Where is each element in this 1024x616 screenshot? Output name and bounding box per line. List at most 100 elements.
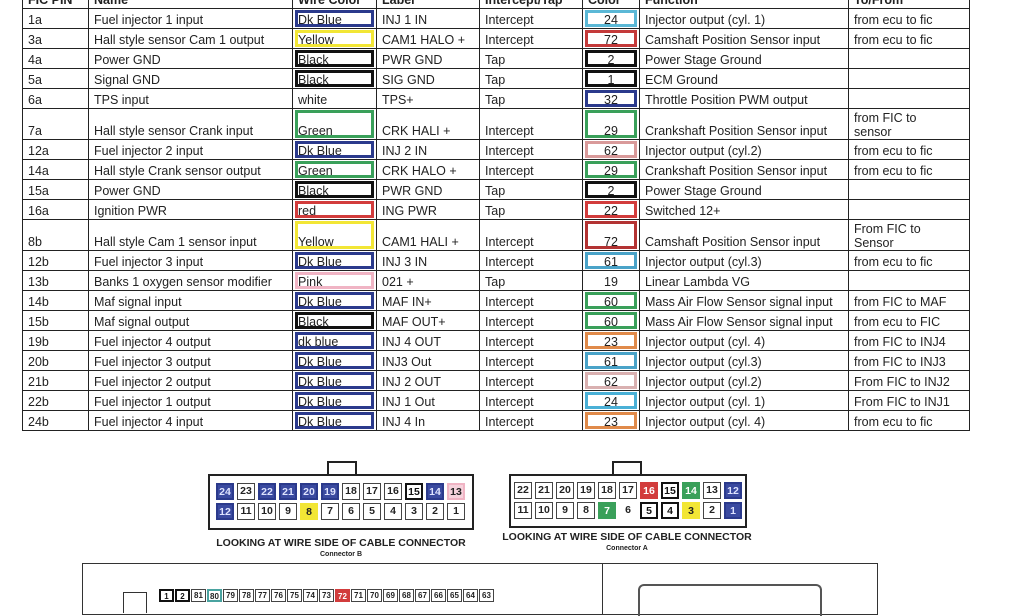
table-row: 3a Hall style sensor Cam 1 output Yellow CA… [22,28,970,49]
name-text: Power GND [94,53,161,67]
connector-pin: 16 [640,482,658,499]
connector-pin: 23 [237,483,255,500]
name-text: Maf signal output [94,315,190,329]
cell-color: 61 [582,250,640,271]
color-text: 72 [604,235,618,249]
cell-color: 1 [582,68,640,89]
name-text: Banks 1 oxygen sensor modifier [94,275,272,289]
cell-mode: Intercept [479,108,583,140]
cell-function: Power Stage Ground [639,48,849,69]
table-row: 14b Maf signal input Dk Blue MAF IN+ Interce… [22,290,970,311]
color-text: 29 [604,164,618,178]
cell-label: CAM1 HALI + [376,219,480,251]
connector-a-caption: LOOKING AT WIRE SIDE OF CABLE CONNECTOR [502,531,752,543]
cell-label: PWR GND [376,48,480,69]
connector-pin: 2 [426,503,444,520]
cell-pin: 19b [22,330,89,351]
connector-pin: 6 [342,503,360,520]
pin-text: 13b [28,275,49,289]
connector-b-latch [327,461,357,477]
pin-text: 16a [28,204,49,218]
cell-color: 62 [582,139,640,160]
cell-mode: Tap [479,48,583,69]
cell-color: 2 [582,179,640,200]
cell-wire: Dk Blue [292,290,377,311]
pin-text: 15a [28,184,49,198]
name-text: Ignition PWR [94,204,167,218]
cell-tofrom: from FIC to sensor [848,108,970,140]
cell-name: Fuel injector 4 input [88,410,293,431]
cell-pin: 13b [22,270,89,291]
color-text: 24 [604,13,618,27]
name-text: Hall style Cam 1 sensor input [94,235,257,249]
cell-mode: Intercept [479,139,583,160]
cell-tofrom: from ecu to fic [848,410,970,431]
connector-pin: 3 [682,502,700,519]
cell-function: Injector output (cyl. 4) [639,330,849,351]
wire-text: Dk Blue [298,355,342,369]
cell-wire: Dk Blue [292,370,377,391]
cell-wire: Dk Blue [292,139,377,160]
tofrom-text: from ecu to fic [854,164,933,178]
tofrom-text: From FIC to INJ2 [854,375,950,389]
color-text: 61 [604,355,618,369]
connector-pin: 71 [351,589,366,602]
table-row: 22b Fuel injector 1 output Dk Blue INJ 1 Ou… [22,390,970,411]
name-text: Fuel injector 4 output [94,335,211,349]
mode-text: Tap [485,275,506,289]
cell-pin: 3a [22,28,89,49]
color-text: 62 [604,144,618,158]
cell-tofrom [848,179,970,200]
cell-function: Injector output (cyl. 1) [639,390,849,411]
name-text: Fuel injector 4 input [94,415,204,429]
cell-tofrom: from FIC to INJ4 [848,330,970,351]
cell-label: INJ 3 IN [376,250,480,271]
cell-function: Throttle Position PWM output [639,88,849,109]
color-text: 23 [604,335,618,349]
ecu-plug-outline [123,592,147,613]
cell-tofrom [848,68,970,89]
connector-pin: 21 [279,483,297,500]
connector-pin: 80 [207,589,222,602]
cell-pin: 20b [22,350,89,371]
table-header-row: FIC PIN Name Wire Color Label Intercept/Tap C… [22,0,970,9]
mode-text: Intercept [485,164,534,178]
function-text: Power Stage Ground [645,184,762,198]
connector-pin: 7 [321,503,339,520]
cell-name: Hall style sensor Cam 1 output [88,28,293,49]
label-text: 021 + [382,275,414,289]
label-text: SIG GND [382,73,435,87]
mode-text: Intercept [485,33,534,47]
cell-pin: 15b [22,310,89,331]
cell-label: CRK HALI + [376,108,480,140]
cell-mode: Tap [479,270,583,291]
label-text: TPS+ [382,93,414,107]
connector-b-subcaption: Connector B [320,551,362,558]
cell-pin: 16a [22,199,89,220]
connector-pin: 8 [300,503,318,520]
cell-label: CRK HALO + [376,159,480,180]
label-text: INJ3 Out [382,355,432,369]
table-row: 4a Power GND Black PWR GND Tap 2 Power Stage G… [22,48,970,69]
ecu-connector-diagram: 1 2 81 80 79 78 77 76 75 74 73 72 71 70 69 68 67 66 65 64 63 [82,563,878,616]
table-row: 12a Fuel injector 2 input Dk Blue INJ 2 IN I… [22,139,970,160]
name-text: Hall style sensor Crank input [94,124,254,138]
connector-pin: 20 [300,483,318,500]
cell-label: TPS+ [376,88,480,109]
wire-text: Dk Blue [298,375,342,389]
cell-function: Switched 12+ [639,199,849,220]
color-text: 62 [604,375,618,389]
function-text: Injector output (cyl.3) [645,255,762,269]
cell-tofrom [848,270,970,291]
cell-function: Linear Lambda VG [639,270,849,291]
cell-function: Crankshaft Position Sensor input [639,159,849,180]
connector-pin: 4 [384,503,402,520]
connector-pin: 73 [319,589,334,602]
cell-name: Banks 1 oxygen sensor modifier [88,270,293,291]
wire-text: Yellow [298,235,334,249]
pin-text: 12b [28,255,49,269]
function-text: Injector output (cyl.2) [645,144,762,158]
cell-tofrom: from ecu to fic [848,250,970,271]
cell-mode: Tap [479,88,583,109]
cell-label: MAF OUT+ [376,310,480,331]
